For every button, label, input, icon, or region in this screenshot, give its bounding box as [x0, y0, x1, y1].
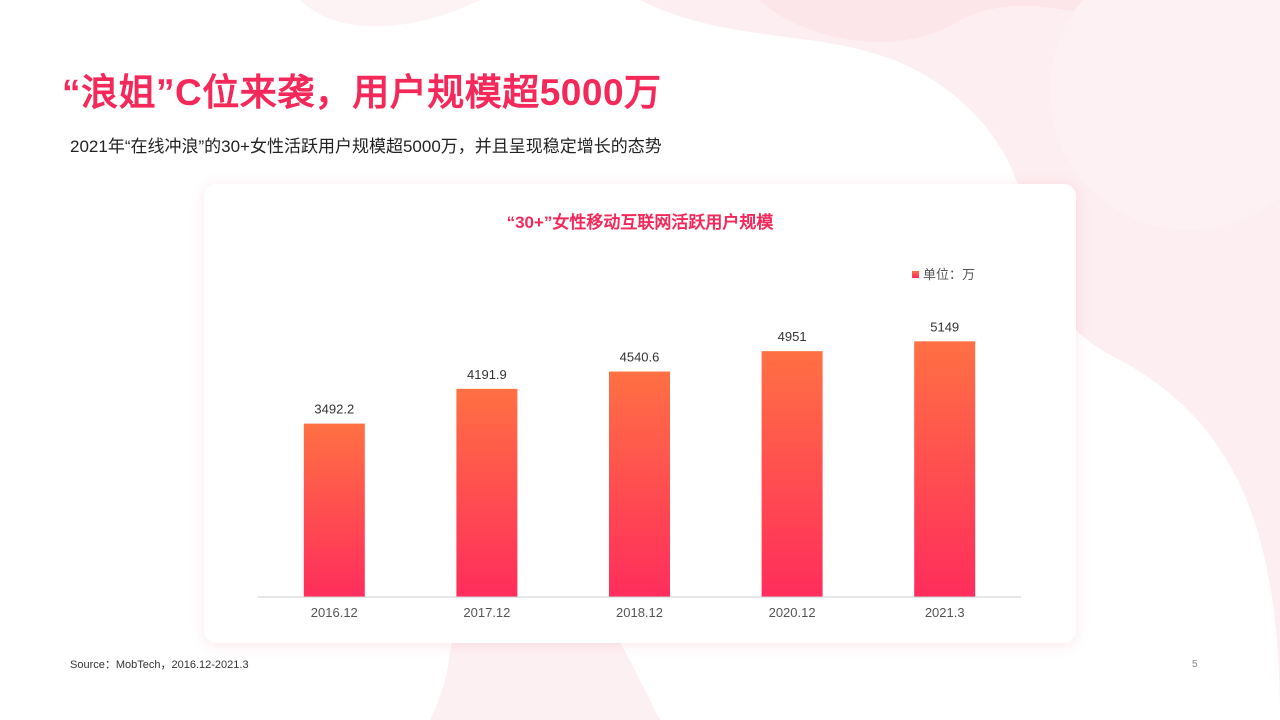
bar-2018.12: [609, 371, 670, 597]
x-tick-label-2016.12: 2016.12: [311, 605, 358, 620]
x-axis-ticks: 2016.12 2017.12 2018.12 2020.12 2021.3: [311, 605, 965, 620]
page-number: 5: [1192, 659, 1198, 670]
bar-2021.3: [914, 341, 976, 597]
x-tick-label-2021.3: 2021.3: [925, 605, 965, 620]
chart-title: “30+”女性移动互联网活跃用户规模: [507, 212, 775, 232]
chart-card: “30+”女性移动互联网活跃用户规模 单位：万 3492.2 4191.9 4540…: [204, 184, 1076, 643]
page-subtitle: 2021年“在线冲浪”的30+女性活跃用户规模超5000万，并且呈现稳定增长的态…: [70, 137, 662, 156]
value-label-2018.12: 4540.6: [620, 350, 660, 365]
bar-2017.12: [456, 388, 518, 597]
value-label-2021.3: 5149: [930, 319, 959, 334]
bar-2016.12: [303, 423, 365, 597]
value-label-2017.12: 4191.9: [467, 367, 507, 382]
legend-swatch: [912, 271, 919, 278]
x-tick-label-2020.12: 2020.12: [769, 605, 816, 620]
page-title: “浪姐”C位来袭，用户规模超5000万: [62, 72, 662, 113]
value-label-2020.12: 4951: [778, 329, 807, 344]
bar-chart: “30+”女性移动互联网活跃用户规模 单位：万 3492.2 4191.9 4540…: [258, 212, 1021, 620]
x-tick-label-2017.12: 2017.12: [463, 605, 510, 620]
x-tick-label-2018.12: 2018.12: [616, 605, 663, 620]
legend-label: 单位：万: [923, 267, 975, 282]
bars-layer: 3492.2 4191.9 4540.6 4951 5149: [303, 319, 976, 597]
value-label-2016.12: 3492.2: [314, 402, 354, 417]
bar-2020.12: [761, 351, 823, 597]
source-note: Source：MobTech，2016.12-2021.3: [70, 659, 249, 671]
